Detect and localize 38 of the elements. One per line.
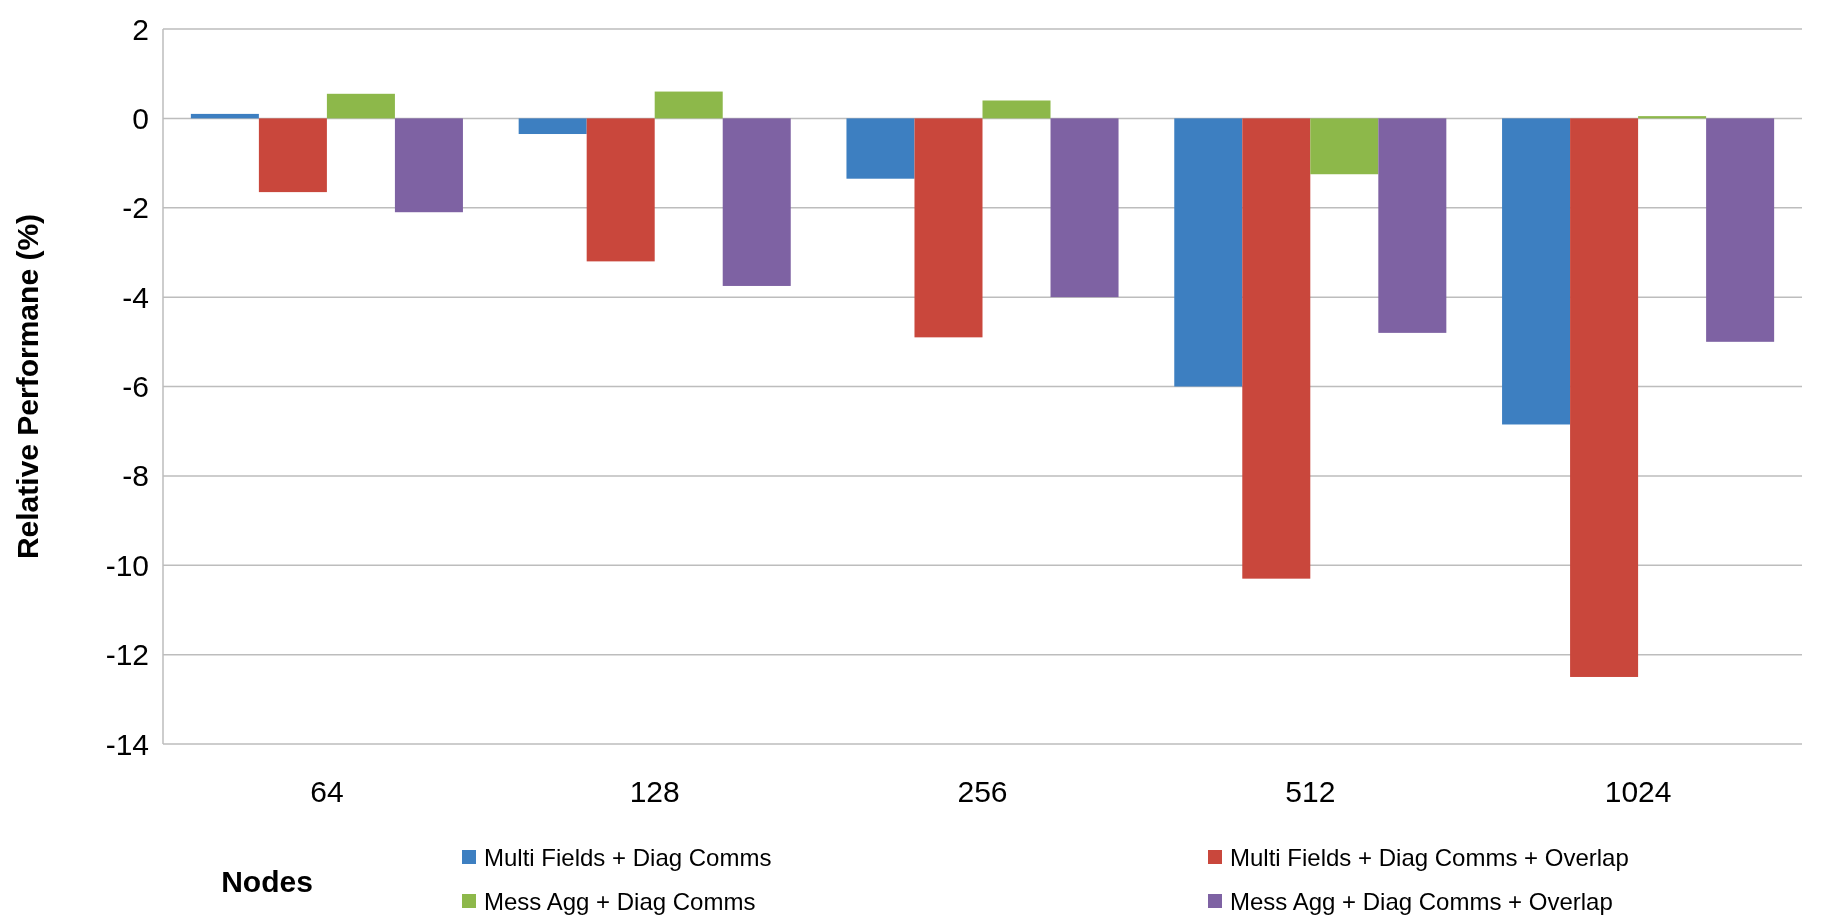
bar — [1310, 118, 1379, 175]
legend-label: Multi Fields + Diag Comms + Overlap — [1230, 844, 1629, 872]
legend-label: Multi Fields + Diag Comms — [484, 844, 772, 872]
bar — [846, 118, 915, 179]
bar — [1050, 118, 1119, 298]
x-tick-label: 512 — [1285, 775, 1336, 808]
bar — [1706, 118, 1775, 342]
bar — [518, 118, 587, 135]
bar — [1570, 118, 1639, 677]
y-tick-label: -6 — [122, 370, 149, 403]
x-tick-label: 1024 — [1604, 775, 1672, 808]
y-tick-label: 2 — [132, 12, 149, 46]
y-tick-label: -2 — [122, 191, 149, 225]
legend-label: Mess Agg + Diag Comms — [484, 888, 756, 916]
x-axis-title: Nodes — [221, 865, 313, 898]
bar — [394, 118, 463, 213]
bar — [1174, 118, 1243, 387]
bar — [722, 118, 791, 286]
bar — [654, 91, 723, 119]
bar — [586, 118, 655, 262]
bar — [1242, 118, 1311, 579]
y-tick-label: -14 — [105, 727, 149, 761]
y-tick-label: -8 — [122, 459, 149, 493]
legend-label: Mess Agg + Diag Comms + Overlap — [1230, 888, 1613, 916]
y-tick-label: -4 — [122, 280, 149, 314]
bar — [326, 93, 395, 119]
bar — [1378, 118, 1447, 333]
y-tick-label: -10 — [105, 548, 149, 582]
y-tick-label: -12 — [105, 638, 149, 672]
x-tick-label: 128 — [629, 775, 680, 808]
x-tick-label: 256 — [957, 775, 1008, 808]
x-tick-label: 64 — [310, 775, 344, 808]
bar — [914, 118, 983, 338]
y-tick-label: 0 — [132, 101, 149, 135]
y-axis-title: Relative Performane (%) — [11, 213, 44, 560]
bar — [982, 100, 1051, 119]
bar — [1502, 118, 1571, 425]
bar — [258, 118, 327, 193]
